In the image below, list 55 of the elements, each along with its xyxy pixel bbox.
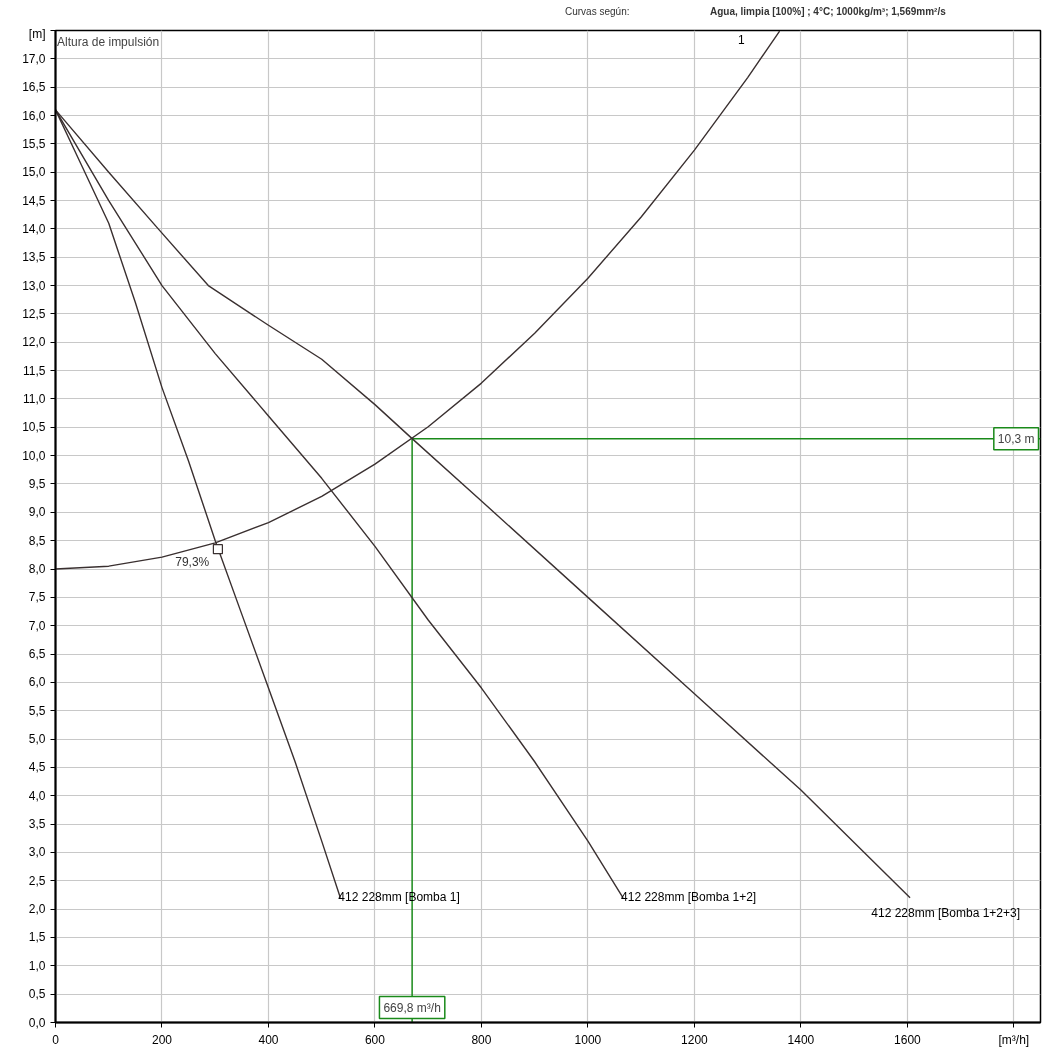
y-tick-label: 2,0 <box>28 902 46 917</box>
y-tick-label: 16,5 <box>22 80 46 95</box>
y-tick-label: 1,5 <box>28 930 46 945</box>
y-tick-label: 5,0 <box>28 732 46 747</box>
y-tick-label: 2,5 <box>28 873 46 888</box>
ref-line-label: 10,3 m <box>997 431 1035 446</box>
annotation: 79,3% <box>175 555 210 570</box>
annotation: 1 <box>737 33 745 48</box>
y-tick-label: 11,0 <box>23 391 46 406</box>
y-tick-label: 7,5 <box>28 590 46 605</box>
x-tick-label: 1000 <box>574 1032 602 1047</box>
x-tick-label: 800 <box>471 1032 492 1047</box>
chart-subtitle: Agua, limpia [100%] ; 4°C; 1000kg/m³; 1,569mm²/s <box>710 5 946 19</box>
y-tick-label: 10,5 <box>22 420 46 435</box>
y-tick-label: 1,0 <box>28 958 46 973</box>
x-tick-label: [m³/h] <box>998 1032 1030 1047</box>
y-tick-label: 16,0 <box>22 108 46 123</box>
y-tick-label: 14,0 <box>22 221 46 236</box>
y-tick-label: 8,5 <box>28 533 46 548</box>
y-tick-label: 17,0 <box>22 51 46 66</box>
y-tick-label: 13,5 <box>22 250 46 265</box>
y-tick-label: 4,0 <box>28 788 46 803</box>
y-tick-label: 15,0 <box>22 165 46 180</box>
y-tick-label: 14,5 <box>22 193 46 208</box>
chart-title: Curvas según: <box>565 5 630 19</box>
x-tick-label: 1200 <box>681 1032 709 1047</box>
y-tick-label: 7,0 <box>28 618 46 633</box>
text: 412 228mm [Bomba 1+2+3] <box>871 905 1021 920</box>
y-tick-label: 9,5 <box>28 476 46 491</box>
x-tick-label: 200 <box>151 1032 173 1047</box>
y-tick-label: 5,5 <box>28 703 46 718</box>
y-tick-label: 8,0 <box>28 562 46 577</box>
y-tick-label: 12,5 <box>22 306 46 321</box>
ref-line-label: 669,8 m³/h <box>383 1000 441 1015</box>
y-tick-label: 4,5 <box>28 760 46 775</box>
y-tick-label: 3,5 <box>28 817 46 832</box>
x-tick-label: 0 <box>52 1032 60 1047</box>
series-label: 412 228mm [Bomba 1+2] <box>621 889 757 904</box>
y-tick-label: 0,5 <box>28 987 46 1002</box>
y-tick-label: 9,0 <box>28 505 46 520</box>
y-tick-label: 15,5 <box>22 136 46 151</box>
y-tick-label: [m] <box>28 26 46 41</box>
y-tick-label: 3,0 <box>28 845 46 860</box>
x-tick-label: 600 <box>364 1032 386 1047</box>
y-axis-title: Altura de impulsión <box>57 34 160 49</box>
x-tick-label: 1600 <box>894 1032 922 1047</box>
y-tick-label: 10,0 <box>22 448 46 463</box>
y-tick-label: 0,0 <box>28 1015 46 1030</box>
y-tick-label: 6,0 <box>28 675 46 690</box>
y-tick-label: 6,5 <box>28 647 46 662</box>
y-tick-label: 13,0 <box>22 278 46 293</box>
x-tick-label: 1400 <box>787 1032 815 1047</box>
x-tick-label: 400 <box>258 1032 279 1047</box>
y-tick-label: 12,0 <box>22 335 46 350</box>
y-tick-label: 11,5 <box>23 363 46 378</box>
